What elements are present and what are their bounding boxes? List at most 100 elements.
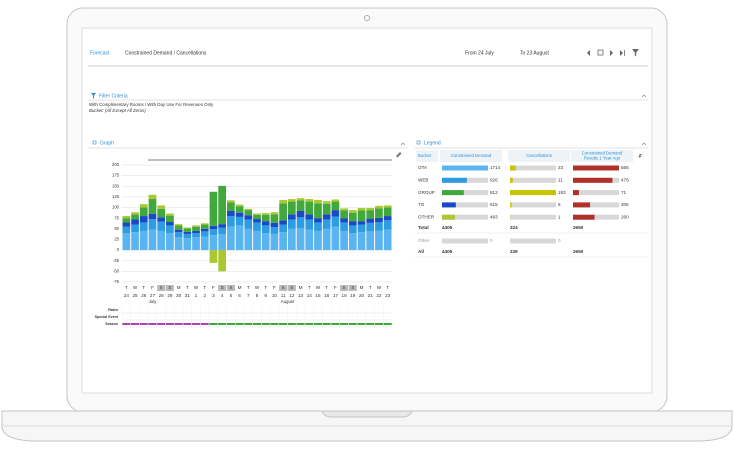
camera xyxy=(364,15,370,21)
season-cell xyxy=(139,323,148,325)
x-tick-label: 20 xyxy=(359,293,365,298)
column-header: Bucket xyxy=(418,153,432,158)
legend-bar xyxy=(442,190,464,196)
bar-segment xyxy=(244,228,253,251)
weekday-label: S xyxy=(221,285,224,290)
bar-segment xyxy=(166,215,174,223)
weekend-cell xyxy=(218,285,227,291)
x-tick-label: 4 xyxy=(221,293,224,298)
bucket-label: WEB xyxy=(418,178,428,183)
weekday-label: F xyxy=(151,285,154,290)
bar-track xyxy=(510,177,556,183)
bar-segment xyxy=(322,228,331,251)
bar-segment xyxy=(174,224,183,226)
bar-segment xyxy=(287,228,296,251)
from-date[interactable]: From 24 July xyxy=(465,50,494,56)
bar-segment xyxy=(122,216,131,219)
collapse[interactable] xyxy=(641,142,647,146)
row-label: Rates xyxy=(108,308,118,312)
edit-icon[interactable] xyxy=(396,152,402,158)
x-tick-label: 17 xyxy=(333,293,339,298)
filter-button[interactable] xyxy=(632,49,639,57)
bar-segment xyxy=(218,250,227,272)
bar-segment xyxy=(131,212,139,215)
cell-value: 1714 xyxy=(490,165,501,170)
graph-title[interactable]: Graph xyxy=(100,140,114,146)
legend-bar xyxy=(573,214,595,220)
bar-segment xyxy=(244,208,253,211)
cell-value: 0 xyxy=(490,238,493,243)
bar-segment xyxy=(192,226,200,231)
legend-bar xyxy=(442,214,455,220)
bar-segment xyxy=(375,217,383,223)
bar-segment xyxy=(331,210,340,217)
weekend-cell xyxy=(340,285,349,291)
x-tick-label: 11 xyxy=(281,293,286,298)
bar-track xyxy=(510,238,556,244)
bar-segment xyxy=(139,207,148,217)
bar-segment xyxy=(227,200,235,203)
x-tick-label: 18 xyxy=(342,293,348,298)
bar-segment xyxy=(340,230,348,251)
y-tick-label: -25 xyxy=(113,258,120,263)
collapse[interactable] xyxy=(641,94,647,98)
calendar-button[interactable] xyxy=(597,49,604,56)
bar-segment xyxy=(139,204,148,208)
season-cell xyxy=(235,323,244,325)
season-cell xyxy=(157,323,166,325)
bar-segment xyxy=(348,212,357,222)
prev-button[interactable] xyxy=(587,50,590,56)
season-cell xyxy=(366,323,375,325)
bar-segment xyxy=(279,199,287,204)
legend-icon xyxy=(416,140,421,145)
cell-value: 555 xyxy=(621,165,629,170)
bar-segment xyxy=(253,213,261,215)
y-tick-label: 125 xyxy=(112,194,120,199)
filter-icon xyxy=(91,93,96,99)
bar-track xyxy=(573,202,619,208)
to-date[interactable]: To 23 August xyxy=(520,50,550,56)
bar-segment xyxy=(157,208,166,218)
bar-segment xyxy=(270,233,279,251)
collapse[interactable] xyxy=(400,142,406,146)
bar-track xyxy=(573,214,619,220)
season-cell xyxy=(252,323,262,325)
cell-value: 2650 xyxy=(573,225,584,230)
weekday-label: S xyxy=(290,285,293,290)
cell-value: 11 xyxy=(558,178,563,183)
last-button[interactable] xyxy=(620,50,625,56)
bar-segment xyxy=(200,223,209,225)
bar-segment xyxy=(331,199,340,202)
weekend-cell xyxy=(226,285,235,291)
filter-title[interactable]: Filter Criteria xyxy=(99,93,128,99)
weekday-label: W xyxy=(194,285,199,290)
cell-value: 206 xyxy=(621,202,629,207)
season-cell xyxy=(209,323,218,325)
weekday-label: T xyxy=(203,285,206,290)
legend-title[interactable]: Legend xyxy=(424,140,441,146)
x-tick-label: 26 xyxy=(141,293,147,298)
bar-segment xyxy=(348,225,357,234)
cell-value: 183 xyxy=(558,190,566,195)
legend-bar xyxy=(573,177,613,183)
weekday-label: S xyxy=(160,285,163,290)
weekday-label: T xyxy=(308,285,311,290)
filter-line: Bucket: (All Except All Zeros) xyxy=(89,108,146,113)
season-cell xyxy=(383,323,392,325)
x-tick-label: 25 xyxy=(133,293,139,298)
bar-segment xyxy=(157,217,166,222)
season-cell xyxy=(148,323,157,325)
bar-segment xyxy=(139,216,148,223)
x-tick-label: 13 xyxy=(298,293,304,298)
bar-segment xyxy=(348,210,357,213)
tab[interactable]: Forecast xyxy=(90,50,110,56)
next-button[interactable] xyxy=(610,50,613,56)
bar-segment xyxy=(357,224,366,233)
bar-segment xyxy=(305,229,314,251)
bar-segment xyxy=(357,207,366,211)
bar-segment xyxy=(366,218,375,223)
bar-segment xyxy=(296,200,305,211)
bar-segment xyxy=(287,214,296,220)
bar-segment xyxy=(200,228,209,232)
bar-segment xyxy=(322,219,331,229)
